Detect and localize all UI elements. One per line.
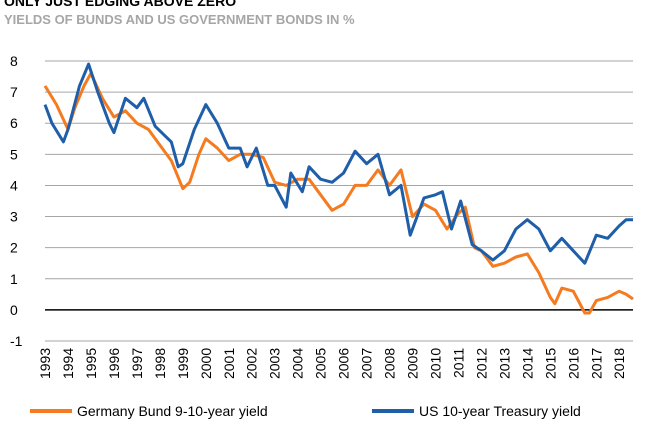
x-tick-label: 1998 bbox=[152, 348, 168, 379]
x-tick-label: 1996 bbox=[106, 348, 122, 379]
x-tick-label: 2002 bbox=[244, 348, 260, 379]
y-tick-label: 4 bbox=[10, 177, 18, 193]
x-tick-label: 2016 bbox=[565, 348, 581, 379]
x-tick-label: 2015 bbox=[542, 348, 558, 379]
x-tick-label: 2011 bbox=[450, 348, 466, 378]
x-tick-label: 2008 bbox=[382, 348, 398, 379]
y-tick-label: -1 bbox=[10, 333, 23, 349]
x-tick-label: 2006 bbox=[336, 348, 352, 379]
y-tick-label: 6 bbox=[10, 115, 18, 131]
y-tick-label: 5 bbox=[10, 146, 18, 162]
y-tick-label: 0 bbox=[10, 302, 18, 318]
series-line bbox=[43, 71, 634, 315]
x-tick-label: 1999 bbox=[175, 348, 191, 379]
x-tick-label: 1997 bbox=[129, 348, 145, 379]
x-tick-label: 1995 bbox=[83, 348, 99, 379]
x-tick-label: 2007 bbox=[359, 348, 375, 379]
y-tick-label: 7 bbox=[10, 84, 18, 100]
x-tick-label: 2013 bbox=[496, 348, 512, 379]
y-tick-label: 1 bbox=[10, 271, 18, 287]
legend-label: Germany Bund 9-10-year yield bbox=[77, 403, 268, 419]
y-tick-label: 2 bbox=[10, 240, 18, 256]
y-tick-label: 3 bbox=[10, 209, 18, 225]
x-tick-label: 2009 bbox=[405, 348, 421, 379]
x-tick-label: 2000 bbox=[198, 348, 214, 379]
legend-label: US 10-year Treasury yield bbox=[419, 403, 581, 419]
chart-title: ONLY JUST EDGING ABOVE ZERO bbox=[4, 0, 236, 9]
series-line bbox=[43, 62, 633, 265]
x-tick-label: 2018 bbox=[611, 348, 627, 379]
x-tick-label: 1993 bbox=[37, 348, 53, 379]
x-tick-label: 2010 bbox=[427, 348, 443, 379]
x-tick-label: 2017 bbox=[588, 348, 604, 379]
chart-subtitle: YIELDS OF BUNDS AND US GOVERNMENT BONDS … bbox=[4, 12, 355, 27]
x-tick-label: 2005 bbox=[313, 348, 329, 379]
x-tick-label: 1994 bbox=[60, 348, 76, 379]
x-tick-label: 2004 bbox=[290, 348, 306, 379]
x-tick-label: 2001 bbox=[221, 348, 237, 379]
y-tick-label: 8 bbox=[10, 53, 18, 69]
x-tick-label: 2014 bbox=[519, 348, 535, 379]
x-tick-label: 2012 bbox=[473, 348, 489, 379]
x-tick-label: 2003 bbox=[267, 348, 283, 379]
